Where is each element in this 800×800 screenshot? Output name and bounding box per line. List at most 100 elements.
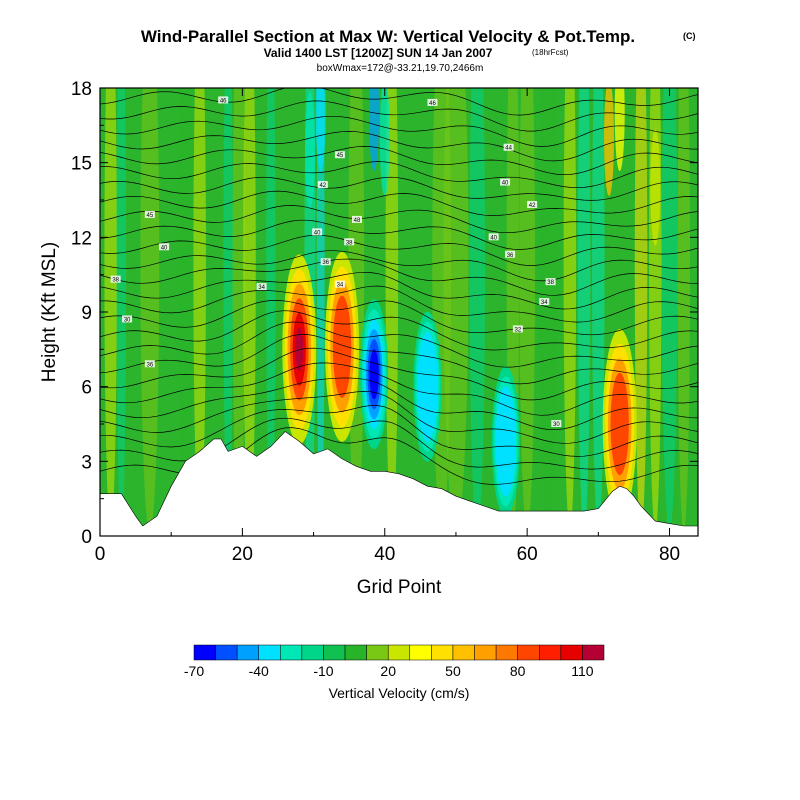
x-axis-label: Grid Point — [357, 577, 442, 598]
contour-label-text: 42 — [529, 203, 536, 209]
contour-label: 40 — [312, 228, 323, 236]
y-tick-label: 18 — [71, 79, 92, 100]
theta-contour — [100, 300, 698, 336]
x-tick-label: 80 — [659, 544, 680, 565]
y-tick-label: 3 — [81, 452, 92, 473]
contour-label: 34 — [539, 298, 550, 306]
contour-label: 42 — [527, 200, 538, 209]
field-streak — [634, 88, 648, 531]
contour-label-text: 40 — [490, 235, 497, 241]
theta-contour — [100, 310, 698, 351]
theta-contour — [100, 391, 698, 444]
contour-label-text: 40 — [161, 245, 168, 251]
contour-label-bg — [427, 98, 438, 106]
colorbar-swatch — [344, 644, 367, 661]
colorbar-swatch — [452, 644, 475, 661]
colorbar-tick-label: 80 — [510, 663, 526, 679]
contour-label-bg — [320, 258, 331, 266]
colorbar-swatch — [474, 644, 497, 661]
contour-label: 34 — [334, 280, 345, 289]
colorbar-swatch — [280, 644, 303, 661]
contour-label-text: 45 — [337, 153, 344, 159]
chart-subtitle: Valid 1400 LST [1200Z] SUN 14 Jan 2007 — [264, 46, 493, 60]
y-tick-label: 6 — [81, 378, 92, 399]
field-streak — [177, 88, 194, 531]
contour-label-bg — [110, 275, 121, 283]
contour-label-bg — [144, 210, 155, 218]
chart-title: Wind-Parallel Section at Max W: Vertical… — [141, 27, 635, 46]
colorbar-swatch — [323, 644, 346, 661]
y-tick-label: 12 — [71, 228, 92, 249]
colorbar-swatch — [539, 644, 562, 661]
contour-label-bg — [512, 325, 523, 333]
colorbar-tick-label: -70 — [184, 663, 204, 679]
contour-label: 42 — [317, 181, 328, 189]
velocity-cell — [417, 331, 438, 442]
field-streak — [385, 88, 399, 531]
theta-contour — [100, 161, 698, 189]
contour-label-bg — [218, 96, 229, 104]
theta-contour — [100, 190, 698, 216]
velocity-cells — [282, 251, 637, 519]
theta-contour — [100, 176, 698, 201]
colorbar-swatch — [431, 644, 454, 661]
field-streak-upper — [650, 129, 661, 246]
contour-label-text: 30 — [553, 422, 560, 428]
x-axis: 0 20 40 60 80 — [95, 88, 680, 565]
contour-label: 38 — [545, 278, 556, 286]
theta-contour — [100, 258, 698, 296]
terrain-edge — [100, 431, 698, 527]
contour-label-bg — [122, 315, 133, 323]
contour-label: 36 — [505, 250, 516, 259]
field-streak — [469, 88, 486, 531]
contour-label: 30 — [122, 315, 133, 323]
theta-contour — [100, 100, 698, 132]
theta-contour — [100, 347, 698, 401]
contour-label-bg — [159, 243, 170, 251]
colorbar-swatch — [215, 644, 238, 661]
field-streak-upper — [379, 88, 390, 197]
contour-label-text: 36 — [146, 362, 153, 368]
field-streak — [563, 88, 577, 531]
field-streak — [223, 88, 233, 531]
chart-subtitle-2: boxWmax=172@-33.21,19.70,2466m — [317, 63, 484, 74]
field-streak-upper — [369, 88, 380, 172]
contour-label-bg — [500, 178, 511, 186]
contour-label: 38 — [344, 238, 355, 246]
contour-label-bg — [344, 238, 355, 246]
field-streak — [243, 88, 256, 531]
contour-label-text: 38 — [346, 240, 353, 246]
contour-label-bg — [527, 200, 538, 208]
contour-label-bg — [505, 250, 516, 258]
x-tick-label: 20 — [232, 544, 253, 565]
field-streak — [519, 88, 535, 531]
field-streak — [539, 88, 558, 531]
contour-label-text: 30 — [124, 317, 131, 323]
contour-label-bg — [488, 233, 499, 241]
colorbar-swatch — [560, 644, 583, 661]
velocity-cell — [295, 327, 304, 372]
theta-contour — [100, 377, 698, 431]
contour-label: 48 — [351, 215, 362, 224]
contour-label-text: 40 — [314, 230, 321, 236]
contour-label-text: 40 — [502, 181, 509, 187]
theta-contour — [100, 115, 698, 147]
colorbar-swatch — [366, 644, 389, 661]
theta-contour — [100, 362, 698, 416]
contour-label: 46 — [218, 96, 229, 104]
colorbar-tick-label: 20 — [380, 663, 396, 679]
contour-label-text: 34 — [258, 285, 265, 291]
field-streak — [592, 88, 605, 531]
contour-label: 40 — [500, 178, 511, 187]
field-streak-upper — [604, 88, 614, 197]
theta-contour — [100, 250, 698, 282]
theta-contour — [100, 131, 698, 162]
velocity-cell — [495, 386, 517, 497]
contour-label-bg — [551, 420, 562, 427]
colorbar-swatch — [582, 644, 605, 661]
contour-label: 40 — [159, 243, 170, 251]
theta-contour — [100, 285, 698, 323]
contour-label: 30 — [551, 420, 562, 428]
contour-label-text: 42 — [319, 183, 326, 189]
